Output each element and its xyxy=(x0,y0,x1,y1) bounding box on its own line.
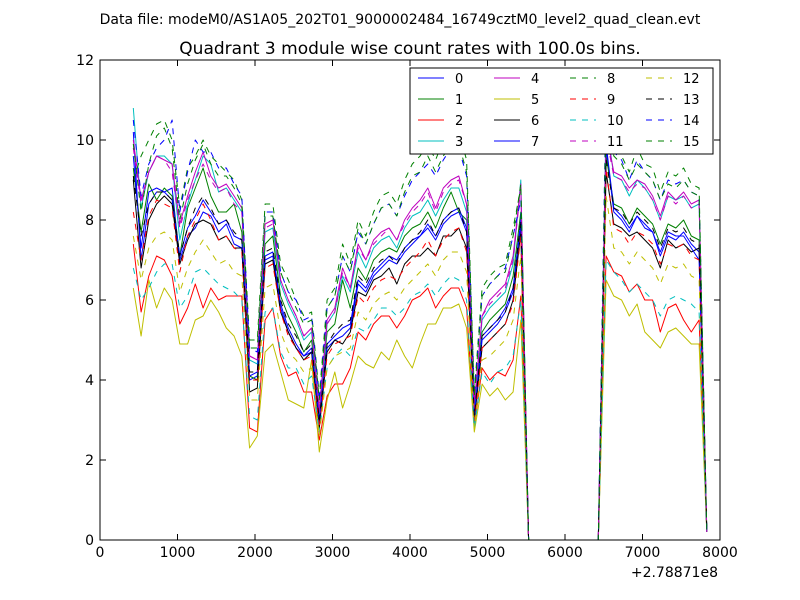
series-line-1 xyxy=(132,155,708,540)
series-line-13 xyxy=(132,159,708,540)
series-line-12 xyxy=(132,195,708,540)
x-tick-label: 2000 xyxy=(237,545,273,561)
y-tick-label: 0 xyxy=(85,533,94,549)
x-tick-label: 7000 xyxy=(625,545,661,561)
legend-label-10: 10 xyxy=(607,114,624,129)
series-line-9 xyxy=(132,167,708,540)
y-tick-label: 4 xyxy=(85,373,94,389)
series-line-15 xyxy=(132,107,708,540)
y-tick-label: 6 xyxy=(85,293,94,309)
legend-label-13: 13 xyxy=(683,93,700,108)
x-tick-label: 6000 xyxy=(547,545,583,561)
series-line-5 xyxy=(132,279,708,540)
legend-label-12: 12 xyxy=(683,72,700,87)
x-tick-label: 1000 xyxy=(160,545,196,561)
x-tick-label: 0 xyxy=(96,545,105,561)
legend-label-9: 9 xyxy=(607,93,615,108)
series-line-0 xyxy=(132,131,708,540)
legend-label-15: 15 xyxy=(683,135,700,150)
series-line-11 xyxy=(132,135,708,540)
legend-label-7: 7 xyxy=(531,135,539,150)
x-axis: 0 1000 2000 3000 4000 5000 6000 7000 8000 xyxy=(96,60,738,561)
legend-label-14: 14 xyxy=(683,114,700,129)
figure-suptitle: Data file: modeM0/AS1A05_202T01_90000024… xyxy=(100,12,701,28)
x-axis-offset-label: +2.78871e8 xyxy=(631,565,718,581)
y-tick-label: 12 xyxy=(76,53,94,69)
legend-label-6: 6 xyxy=(531,114,539,129)
legend-label-1: 1 xyxy=(455,93,463,108)
y-tick-label: 10 xyxy=(76,133,94,149)
legend-label-4: 4 xyxy=(531,72,539,87)
x-tick-label: 3000 xyxy=(315,545,351,561)
x-tick-label: 5000 xyxy=(470,545,506,561)
legend-label-11: 11 xyxy=(607,135,624,150)
chart-title: Quadrant 3 module wise count rates with … xyxy=(179,39,640,59)
series-line-2 xyxy=(132,243,708,540)
legend-label-0: 0 xyxy=(455,72,463,87)
legend-label-2: 2 xyxy=(455,114,463,129)
legend-label-5: 5 xyxy=(531,93,539,108)
legend-box xyxy=(409,67,714,155)
x-tick-label: 4000 xyxy=(392,545,428,561)
series-line-4 xyxy=(132,131,708,540)
legend-label-3: 3 xyxy=(455,135,463,150)
y-tick-label: 2 xyxy=(85,453,94,469)
series-layer xyxy=(132,87,708,540)
legend-label-8: 8 xyxy=(607,72,615,87)
y-tick-label: 8 xyxy=(85,213,94,229)
x-tick-label: 8000 xyxy=(702,545,738,561)
